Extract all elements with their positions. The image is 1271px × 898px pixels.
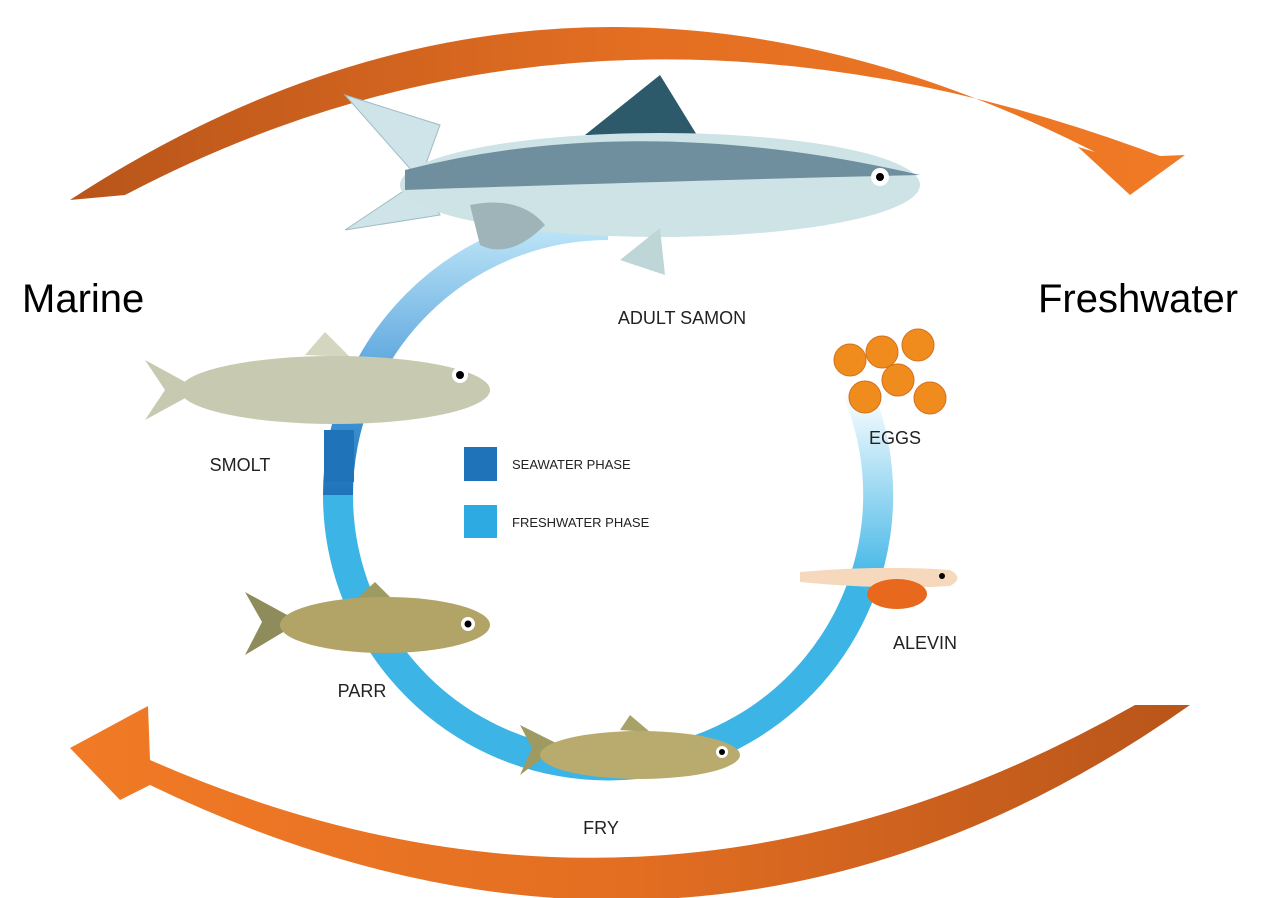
stage-label: EGGS	[869, 428, 921, 448]
stage-label: FRY	[583, 818, 619, 838]
legend-label: SEAWATER PHASE	[512, 457, 631, 472]
stage-label: PARR	[338, 681, 387, 701]
stage-label: SMOLT	[210, 455, 271, 475]
diagram: SEAWATER PHASE FRESHWATER PHASE Marine F…	[0, 0, 1271, 898]
adult-salmon	[345, 75, 920, 275]
smolt	[145, 332, 490, 424]
page: SEAWATER PHASE FRESHWATER PHASE Marine F…	[0, 0, 1271, 898]
legend-label: FRESHWATER PHASE	[512, 515, 650, 530]
legend-swatch-seawater	[464, 447, 497, 481]
legend-swatch-freshwater	[464, 505, 497, 538]
alevin	[800, 568, 958, 609]
ring-fade	[743, 261, 878, 587]
ring-seawater-block	[324, 430, 354, 482]
side-label: Marine	[22, 277, 144, 321]
parr	[245, 582, 490, 655]
stage-label: ADULT SAMON	[618, 308, 746, 328]
side-label: Freshwater	[1038, 277, 1238, 321]
stage-label: ALEVIN	[893, 633, 957, 653]
eggs	[834, 329, 946, 414]
